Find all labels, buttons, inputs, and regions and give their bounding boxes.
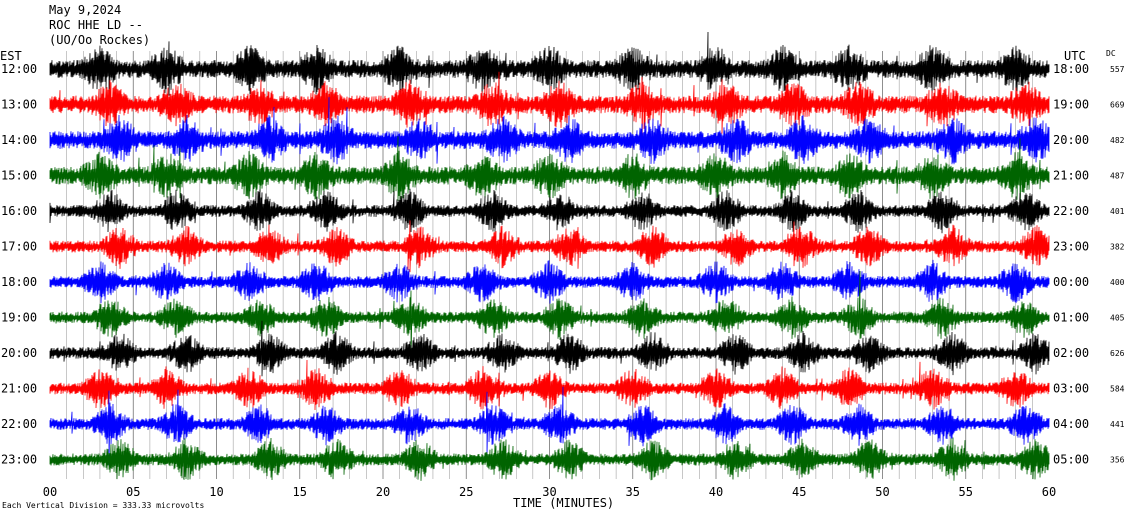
dc-offset-value: 487 — [1110, 172, 1125, 181]
dc-offset-value: 584 — [1110, 385, 1125, 394]
x-tick-label: 30 — [542, 485, 556, 499]
dc-offset-value: 405 — [1110, 314, 1125, 323]
seismic-trace — [49, 359, 1050, 411]
dc-offset-value: 400 — [1110, 278, 1125, 287]
dc-offset-value: 626 — [1110, 349, 1125, 358]
seismic-trace — [49, 259, 1050, 304]
dc-offset-value: 482 — [1110, 136, 1125, 145]
est-hour-label: 17:00 — [1, 240, 37, 254]
utc-hour-label: 05:00 — [1053, 453, 1089, 467]
x-tick-label: 60 — [1042, 485, 1056, 499]
utc-hour-label: 00:00 — [1053, 275, 1089, 289]
x-tick-label: 25 — [459, 485, 473, 499]
scale-note: Each Vertical Division = 333.33 microvol… — [2, 501, 205, 510]
dc-column-label: DC — [1106, 49, 1116, 58]
utc-hour-label: 02:00 — [1053, 346, 1089, 360]
dc-offset-value: 669 — [1110, 101, 1125, 110]
est-hour-label: 19:00 — [1, 311, 37, 325]
x-tick-label: 50 — [875, 485, 889, 499]
dc-offset-value: 356 — [1110, 456, 1125, 465]
seismic-trace — [49, 220, 1050, 273]
est-hour-label: 12:00 — [1, 62, 37, 76]
x-tick-label: 40 — [709, 485, 723, 499]
dc-offset-value: 557 — [1110, 65, 1125, 74]
x-tick-label: 05 — [126, 485, 140, 499]
plot-date: May 9,2024 — [49, 3, 122, 17]
est-hour-label: 13:00 — [1, 98, 37, 112]
est-hour-label: 14:00 — [1, 133, 37, 147]
right-axis-label: UTC — [1064, 49, 1086, 63]
utc-hour-label: 22:00 — [1053, 204, 1089, 218]
utc-hour-label: 23:00 — [1053, 240, 1089, 254]
x-tick-label: 55 — [959, 485, 973, 499]
network-label: (UO/Oo Rockes) — [49, 33, 151, 47]
x-tick-label: 45 — [792, 485, 806, 499]
x-tick-label: 10 — [209, 485, 223, 499]
utc-hour-label: 03:00 — [1053, 382, 1089, 396]
utc-hour-label: 01:00 — [1053, 311, 1089, 325]
seismic-trace — [49, 31, 1050, 107]
seismic-trace — [49, 136, 1050, 221]
utc-hour-label: 19:00 — [1053, 98, 1089, 112]
x-tick-label: 20 — [376, 485, 390, 499]
x-tick-label: 35 — [626, 485, 640, 499]
utc-hour-label: 04:00 — [1053, 417, 1089, 431]
est-hour-label: 21:00 — [1, 382, 37, 396]
dc-offset-value: 441 — [1110, 420, 1125, 429]
est-hour-label: 18:00 — [1, 275, 37, 289]
station-code: ROC HHE LD -- — [49, 18, 143, 32]
utc-hour-label: 21:00 — [1053, 169, 1089, 183]
seismic-trace — [49, 71, 1050, 150]
utc-hour-label: 20:00 — [1053, 133, 1089, 147]
seismic-trace — [49, 320, 1050, 377]
seismic-trace — [49, 188, 1050, 234]
left-axis-label: EST — [0, 49, 22, 63]
seismic-trace — [49, 386, 1050, 467]
x-tick-label: 15 — [293, 485, 307, 499]
est-hour-label: 16:00 — [1, 204, 37, 218]
seismic-trace — [49, 270, 1050, 362]
est-hour-label: 20:00 — [1, 346, 37, 360]
seismic-trace — [49, 437, 1050, 481]
est-hour-label: 23:00 — [1, 453, 37, 467]
x-tick-label: 00 — [43, 485, 57, 499]
est-hour-label: 15:00 — [1, 169, 37, 183]
utc-hour-label: 18:00 — [1053, 62, 1089, 76]
x-axis-title: TIME (MINUTES) — [513, 496, 615, 510]
est-hour-label: 22:00 — [1, 417, 37, 431]
dc-offset-value: 382 — [1110, 243, 1125, 252]
dc-offset-value: 401 — [1110, 207, 1125, 216]
seismic-trace — [49, 97, 1050, 165]
